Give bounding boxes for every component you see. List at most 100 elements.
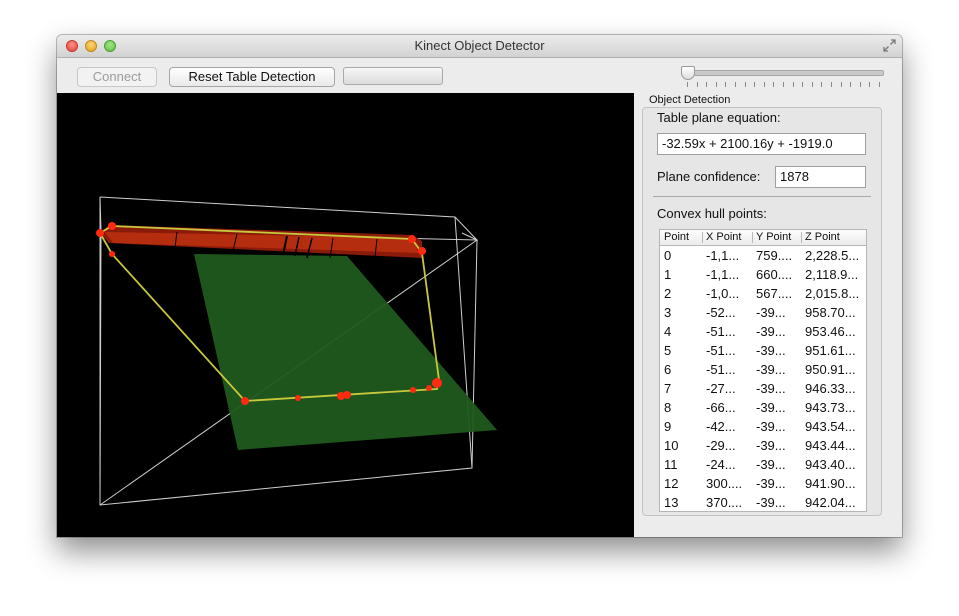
cell-point: 10 [664,438,679,453]
slider-tick [725,82,726,87]
cell-y: 660.... [756,267,793,282]
cell-point: 7 [664,381,672,396]
title-bar[interactable]: Kinect Object Detector [57,35,902,58]
convex-hull-table[interactable]: Point X Point Y Point Z Point 0 -1,1... 75… [659,229,867,512]
cell-y: 567.... [756,286,793,301]
slider-thumb[interactable] [681,66,695,80]
table-body: 0 -1,1... 759.... 2,228.5... 1 -1,1... 660....… [660,246,866,511]
slider-track[interactable] [681,70,884,76]
cell-z: 941.90... [805,476,856,491]
slider-tick [783,82,784,87]
app-window: Kinect Object Detector Connect Reset Tab… [57,35,902,537]
fullscreen-icon[interactable] [883,39,896,52]
cell-point: 1 [664,267,672,282]
cell-point: 3 [664,305,672,320]
connect-button[interactable]: Connect [77,67,157,87]
cell-y: -39... [756,419,786,434]
cell-z: 946.33... [805,381,856,396]
table-plane-equation-label: Table plane equation: [657,110,781,125]
table-row[interactable]: 11 -24... -39... 943.40... [660,455,866,474]
slider-tick [841,82,842,87]
table-header: Point X Point Y Point Z Point [660,230,866,246]
cell-x: 300.... [706,476,743,491]
slider-tick [687,82,688,87]
table-row[interactable]: 12 300.... -39... 941.90... [660,474,866,493]
reset-table-detection-button[interactable]: Reset Table Detection [169,67,335,87]
window-title: Kinect Object Detector [414,38,545,53]
slider-tick [802,82,803,87]
column-header-x[interactable]: X Point [706,231,742,243]
cell-z: 953.46... [805,324,856,339]
minimize-window-icon[interactable] [85,40,97,52]
cell-y: -39... [756,305,786,320]
slider-tick [869,82,870,87]
cell-z: 2,118.9... [805,267,859,282]
table-row[interactable]: 4 -51... -39... 953.46... [660,322,866,341]
cell-point: 5 [664,343,672,358]
column-header-point[interactable]: Point [664,231,690,243]
table-row[interactable]: 7 -27... -39... 946.33... [660,379,866,398]
slider-tick [879,82,880,87]
table-row[interactable]: 6 -51... -39... 950.91... [660,360,866,379]
cell-y: -39... [756,381,786,396]
cell-x: -1,1... [706,267,740,282]
cell-point: 11 [664,457,678,472]
table-row[interactable]: 8 -66... -39... 943.73... [660,398,866,417]
cell-y: 759.... [756,248,793,263]
cell-x: -29... [706,438,736,453]
table-row[interactable]: 0 -1,1... 759.... 2,228.5... [660,246,866,265]
cell-y: -39... [756,343,786,358]
cell-z: 2,228.5... [805,248,860,263]
cell-y: -39... [756,476,786,491]
column-separator [801,232,802,243]
slider-tick [850,82,851,87]
table-plane-equation-field[interactable]: -32.59x + 2100.16y + -1919.0 [657,133,866,155]
cell-point: 9 [664,419,672,434]
cell-x: -1,1... [706,248,740,263]
table-row[interactable]: 5 -51... -39... 951.61... [660,341,866,360]
table-row[interactable]: 2 -1,0... 567.... 2,015.8... [660,284,866,303]
object-detection-group: Table plane equation: -32.59x + 2100.16y… [642,107,882,516]
slider-tick [831,82,832,87]
cell-x: -51... [706,324,736,339]
column-header-z[interactable]: Z Point [805,231,840,243]
cell-point: 13 [664,495,679,510]
cell-y: -39... [756,400,786,415]
cell-x: -27... [706,381,736,396]
column-separator [752,232,753,243]
column-header-y[interactable]: Y Point [756,231,792,243]
slider-tick [745,82,746,87]
slider-tick [812,82,813,87]
cell-z: 2,015.8... [805,286,860,301]
cell-point: 6 [664,362,672,377]
cell-x: -1,0... [706,286,740,301]
cell-point: 8 [664,400,672,415]
slider-ticks [687,82,880,88]
point-cloud-speckle [105,231,419,259]
cell-z: 951.61... [805,343,856,358]
plane-confidence-label: Plane confidence: [657,169,761,184]
zoom-window-icon[interactable] [104,40,116,52]
cell-y: -39... [756,324,786,339]
3d-viewport[interactable] [57,93,634,537]
cell-point: 4 [664,324,672,339]
cell-z: 943.40... [805,457,856,472]
slider-tick [754,82,755,87]
cell-x: -66... [706,400,736,415]
plane-confidence-field[interactable]: 1878 [775,166,866,188]
cell-x: -42... [706,419,736,434]
cell-y: -39... [756,457,786,472]
convex-hull-points-label: Convex hull points: [657,206,767,221]
cell-point: 2 [664,286,672,301]
table-row[interactable]: 13 370.... -39... 942.04... [660,493,866,511]
progress-bar [343,67,443,85]
slider-tick [697,82,698,87]
slider-tick [735,82,736,87]
table-row[interactable]: 3 -52... -39... 958.70... [660,303,866,322]
table-row[interactable]: 9 -42... -39... 943.54... [660,417,866,436]
table-row[interactable]: 1 -1,1... 660.... 2,118.9... [660,265,866,284]
cell-z: 958.70... [805,305,856,320]
close-window-icon[interactable] [66,40,78,52]
table-row[interactable]: 10 -29... -39... 943.44... [660,436,866,455]
table-plane [194,254,497,450]
